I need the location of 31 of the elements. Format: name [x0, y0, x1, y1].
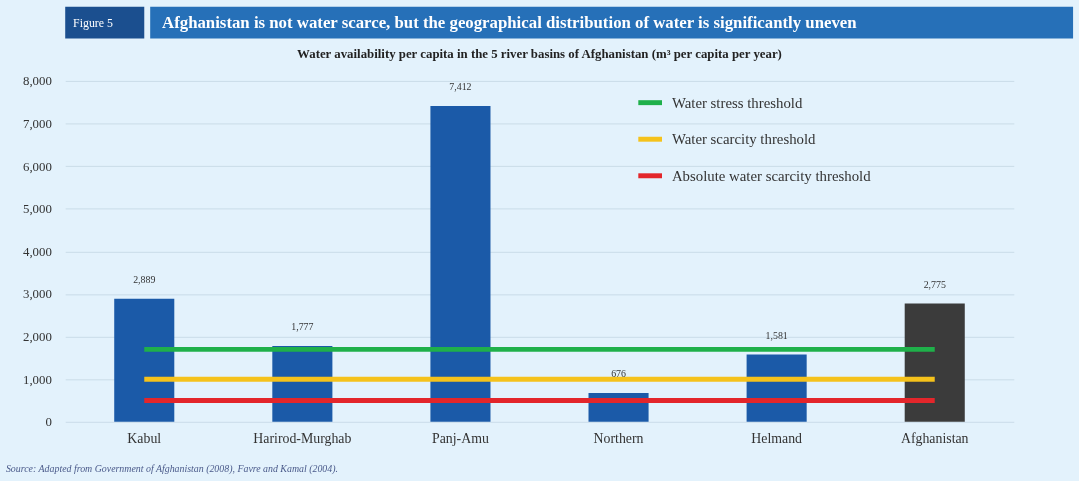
y-tick-label: 3,000 [23, 287, 52, 302]
bar [430, 105, 491, 422]
y-tick-label: 8,000 [23, 74, 52, 89]
y-tick-label: 0 [45, 415, 52, 430]
source-note: Source: Adapted from Government of Afghanistan (2008), Favre and Kamal (2004). [5, 463, 338, 476]
data-label: 7,412 [449, 81, 472, 93]
x-tick-label: Northern [593, 431, 644, 447]
data-label: 2,775 [923, 278, 946, 290]
caption: Figure 5 [73, 15, 113, 30]
y-tick-label: 2,000 [23, 330, 52, 345]
data-label: 1,777 [291, 321, 314, 333]
y-tick-label: 7,000 [23, 116, 52, 131]
y-tick-label: 6,000 [23, 159, 52, 174]
legend-label: Water stress threshold [671, 94, 803, 111]
y-tick-label: 4,000 [23, 244, 52, 259]
chart-title: Afghanistan is not water scarce, but the geographical distribution of water is significantly uneven [162, 12, 858, 32]
x-tick-label: Afghanistan [900, 431, 969, 447]
y-tick-label: 5,000 [23, 202, 52, 217]
legend-label: Water scarcity threshold [671, 131, 817, 148]
x-tick-label: Panj-Amu [432, 431, 489, 447]
data-label: 2,889 [133, 273, 156, 285]
bar [114, 298, 175, 422]
chart-subtitle: Water availability per capita in the 5 river basins of Afghanistan (m³ per capita per year) [297, 47, 782, 62]
y-tick-label: 1,000 [23, 372, 52, 387]
legend-label: Absolute water scarcity threshold [671, 167, 872, 184]
x-tick-label: Kabul [127, 431, 162, 447]
data-label: 676 [611, 368, 627, 380]
x-tick-label: Helmand [751, 431, 803, 447]
bar [904, 303, 965, 422]
data-label: 1,581 [765, 329, 788, 341]
x-tick-label: Harirod-Murghab [253, 431, 352, 447]
